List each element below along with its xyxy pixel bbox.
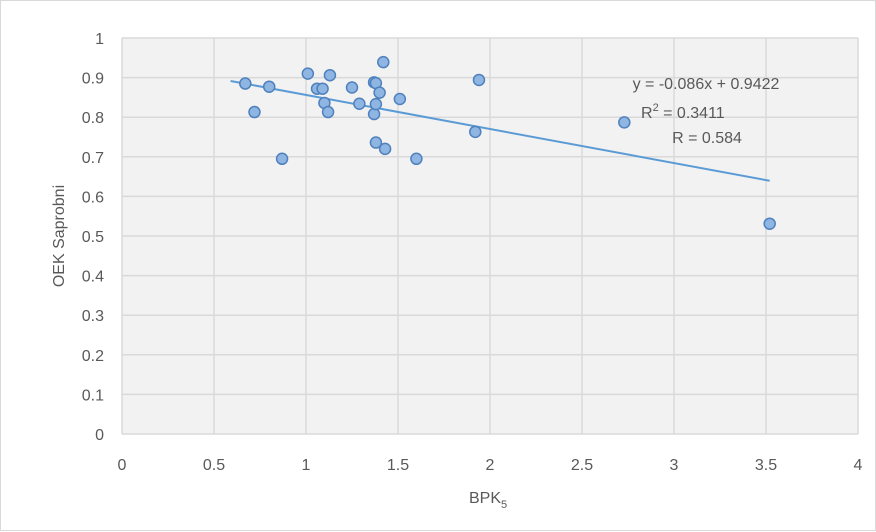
x-axis-title-main: BPK (469, 490, 501, 507)
y-tick-label: 0.9 (82, 71, 104, 88)
y-tick-label: 0.4 (82, 269, 104, 286)
r-squared-prefix: R (641, 105, 653, 122)
y-axis-title: OEK Saprobni (51, 185, 68, 287)
trendline (230, 79, 770, 182)
y-tick-label: 0.6 (82, 189, 104, 206)
data-point (345, 81, 359, 94)
data-point (353, 97, 366, 110)
data-point (393, 92, 407, 106)
x-tick-label: 3.5 (755, 457, 777, 474)
data-point (367, 107, 381, 121)
r-squared-label: R2 = 0.3411 (641, 102, 725, 122)
data-point (369, 136, 383, 149)
x-tick-label: 1 (302, 457, 311, 474)
data-point (472, 73, 486, 87)
data-point (763, 217, 776, 230)
data-point (275, 152, 289, 166)
data-point (321, 105, 335, 119)
x-tick-label: 2.5 (571, 457, 593, 474)
x-tick-label: 4 (854, 457, 863, 474)
data-point (369, 97, 383, 111)
tick-labels: 0 0.1 0.2 0.3 0.4 0.5 0.6 0.7 0.8 0.9 1 0 0.5 1 1.5 2 2.… (82, 31, 863, 474)
y-tick-label: 0.8 (82, 110, 104, 127)
data-point (469, 125, 482, 139)
data-point (323, 68, 337, 82)
trendline-equation: y = -0.086x + 0.9422 (633, 76, 780, 93)
x-tick-label: 1.5 (387, 457, 409, 474)
x-tick-label: 3 (670, 457, 679, 474)
r-squared-value: = 0.3411 (659, 105, 725, 122)
data-point (262, 80, 276, 93)
trendline-layer (230, 79, 770, 182)
y-tick-label: 0 (95, 427, 104, 444)
y-tick-label: 0.1 (82, 387, 104, 404)
data-point (618, 116, 631, 129)
x-axis-title-subscript: 5 (501, 499, 507, 511)
data-point (316, 82, 329, 95)
y-tick-label: 0.3 (82, 308, 104, 325)
x-tick-label: 0.5 (203, 457, 225, 474)
data-point (301, 67, 315, 80)
data-point (248, 105, 261, 119)
grid-lines (121, 37, 859, 435)
x-axis-title: BPK5 (469, 490, 507, 511)
y-tick-label: 0.5 (82, 229, 104, 246)
correlation-label: R = 0.584 (672, 130, 742, 147)
data-point (378, 142, 392, 156)
x-tick-label: 2 (486, 457, 495, 474)
data-point (377, 55, 390, 69)
y-tick-label: 1 (95, 31, 104, 48)
annotations: y = -0.086x + 0.9422 R2 = 0.3411 R = 0.5… (633, 76, 780, 147)
data-points (239, 55, 776, 230)
r-squared-superscript: 2 (653, 102, 659, 114)
data-point (239, 77, 252, 90)
data-point (410, 152, 423, 166)
y-tick-label: 0.2 (82, 348, 104, 365)
data-point (373, 86, 386, 99)
x-tick-label: 0 (118, 457, 127, 474)
y-tick-label: 0.7 (82, 150, 104, 167)
